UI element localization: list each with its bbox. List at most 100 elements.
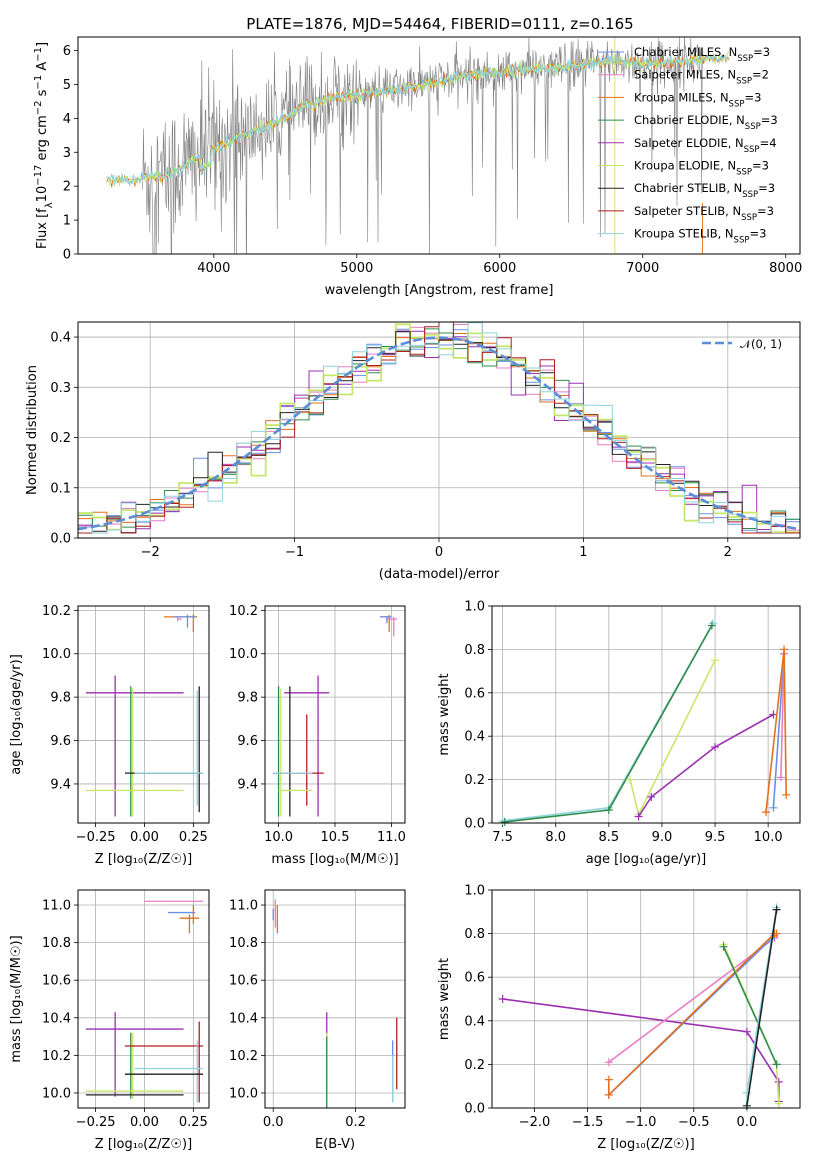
weight-point-marker xyxy=(742,1027,751,1036)
legend-entry: Chabrier MILES, NSSP=3 xyxy=(634,45,770,64)
weight-point-marker xyxy=(772,929,781,938)
legend-count: =2 xyxy=(752,68,769,82)
weight-point-marker xyxy=(647,792,656,801)
y-tick-label: 9.6 xyxy=(237,734,258,749)
y-tick-label: 0.6 xyxy=(464,686,485,701)
y-axis-label-part: ] xyxy=(35,42,50,47)
legend-entry: Kroupa MILES, NSSP=3 xyxy=(634,90,761,109)
x-tick-label: 11.0 xyxy=(377,830,406,845)
residuals-panel: −2 −1 0 1 2 0.0 0.1 0.2 0.3 0.4 (data-model)/error… xyxy=(25,321,801,582)
legend-entry: Chabrier ELODIE, NSSP=3 xyxy=(634,113,778,132)
y-tick-label: 0.2 xyxy=(464,773,485,788)
x-axis-label: (data-model)/error xyxy=(379,567,500,582)
x-tick-label: −0.25 xyxy=(76,1115,116,1130)
x-tick-label: 8.0 xyxy=(545,830,566,845)
y-axis-label: Flux [fλ10−17 erg cm−2 s−1 A−1] xyxy=(33,42,55,249)
legend-sub: SSP xyxy=(742,190,758,200)
y-tick-label: 10.2 xyxy=(229,1049,258,1064)
y-axis-label-part: A xyxy=(35,62,50,75)
x-tick-label: 10.0 xyxy=(754,830,783,845)
weight-point-marker xyxy=(604,805,613,814)
weight-series-line xyxy=(504,625,713,823)
y-tick-label: 0.8 xyxy=(464,643,485,658)
x-axis-label: E(B-V) xyxy=(315,1137,355,1152)
legend-count: =3 xyxy=(749,227,766,241)
weight-series-line xyxy=(637,713,774,817)
legend-entry: Salpeter ELODIE, NSSP=4 xyxy=(634,136,777,155)
y-tick-label: 5 xyxy=(63,78,71,93)
y-tick-label: 10.4 xyxy=(42,1011,71,1026)
weight-point-marker xyxy=(498,816,507,825)
weight-series-line xyxy=(629,659,716,817)
legend-count: =3 xyxy=(757,204,774,218)
y-axis-label-part: λ xyxy=(44,202,55,208)
weight-point-marker xyxy=(782,790,791,799)
y-tick-label: 10.2 xyxy=(229,604,258,619)
x-tick-label: −1.5 xyxy=(572,1115,604,1130)
legend-name: Salpeter MILES, N xyxy=(634,68,736,82)
y-axis-label-part: erg cm xyxy=(35,115,50,164)
y-tick-label: 3 xyxy=(63,146,71,161)
legend-entry: Chabrier STELIB, NSSP=3 xyxy=(634,181,775,200)
y-axis-label: age [log₁₀(age/yr)] xyxy=(9,654,24,775)
legend-entry: Salpeter MILES, NSSP=2 xyxy=(634,68,769,87)
figure-title: PLATE=1876, MJD=54464, FIBERID=0111, z=0… xyxy=(246,15,633,33)
y-tick-label: 0.1 xyxy=(50,481,71,496)
axes-frame xyxy=(491,889,801,1109)
y-tick-label: 1.0 xyxy=(464,600,485,615)
y-tick-label: 1.0 xyxy=(464,884,485,899)
legend-sub: SSP xyxy=(741,213,757,223)
age-vs-mass-panel: 10.0 10.5 11.0 9.4 9.6 9.8 10.0 10.2 mass [log₁₀… xyxy=(229,604,406,867)
y-tick-label: 0.4 xyxy=(464,730,485,745)
age-vs-metallicity-panel: −0.25 0.00 0.25 9.4 9.6 9.8 10.0 10.2 Z [log₁₀(Z… xyxy=(9,604,210,867)
weight-point-marker xyxy=(500,817,509,826)
weight-point-marker xyxy=(762,808,771,817)
weight-point-marker xyxy=(711,743,720,752)
y-axis-label-part: 10 xyxy=(35,186,50,203)
model-spectrum-line xyxy=(106,53,729,187)
x-axis-label: Z [log₁₀(Z/Z☉)] xyxy=(95,852,192,867)
legend-name: Chabrier ELODIE, N xyxy=(634,113,745,127)
legend-entry: Kroupa STELIB, NSSP=3 xyxy=(634,227,766,246)
x-tick-label: −1 xyxy=(285,545,304,560)
legend-sub: SSP xyxy=(734,236,750,246)
weight-point-marker xyxy=(772,1060,781,1069)
x-axis-label: age [log₁₀(age/yr)] xyxy=(586,852,707,867)
weight-point-marker xyxy=(769,803,778,812)
y-tick-label: 0.2 xyxy=(464,1058,485,1073)
legend-sub: SSP xyxy=(745,122,761,132)
x-tick-label: 7.5 xyxy=(492,830,513,845)
weight-point-marker xyxy=(626,775,635,784)
y-tick-label: 0.3 xyxy=(50,381,71,396)
y-axis-label-part: −17 xyxy=(33,165,44,186)
residual-histogram xyxy=(78,331,800,534)
legend-name: Chabrier STELIB, N xyxy=(634,181,742,195)
weight-point-marker xyxy=(711,656,720,665)
x-tick-label: 2 xyxy=(724,545,732,560)
axes-frame xyxy=(77,889,210,1109)
legend-name: Kroupa ELODIE, N xyxy=(634,159,736,173)
axes-frame xyxy=(264,889,406,1109)
legend-name: Salpeter STELIB, N xyxy=(634,204,741,218)
x-tick-label: 4000 xyxy=(197,261,230,276)
x-tick-label: −2 xyxy=(141,545,160,560)
y-tick-label: 0.0 xyxy=(464,817,485,832)
y-tick-label: 0.4 xyxy=(464,1014,485,1029)
legend-sub: SSP xyxy=(744,145,760,155)
mass-vs-metallicity-panel: −0.25 0.00 0.25 10.0 10.2 10.4 10.6 10.8 11.0 Z [… xyxy=(9,889,210,1152)
y-tick-label: 2 xyxy=(63,180,71,195)
x-axis-label: wavelength [Angstrom, rest frame] xyxy=(325,283,554,298)
observed-spectrum-line xyxy=(142,37,705,254)
y-tick-label: 10.0 xyxy=(42,647,71,662)
x-tick-label: 0.25 xyxy=(179,830,208,845)
y-tick-label: 9.8 xyxy=(237,691,258,706)
legend-count: =4 xyxy=(760,136,777,150)
normal-curve xyxy=(78,336,800,531)
y-tick-label: 9.8 xyxy=(50,691,71,706)
weight-point-marker xyxy=(776,773,785,782)
weight-point-marker xyxy=(774,1099,783,1108)
legend-count: =3 xyxy=(744,90,761,104)
y-tick-label: 10.6 xyxy=(42,974,71,989)
y-axis-label-part: −1 xyxy=(33,47,44,62)
